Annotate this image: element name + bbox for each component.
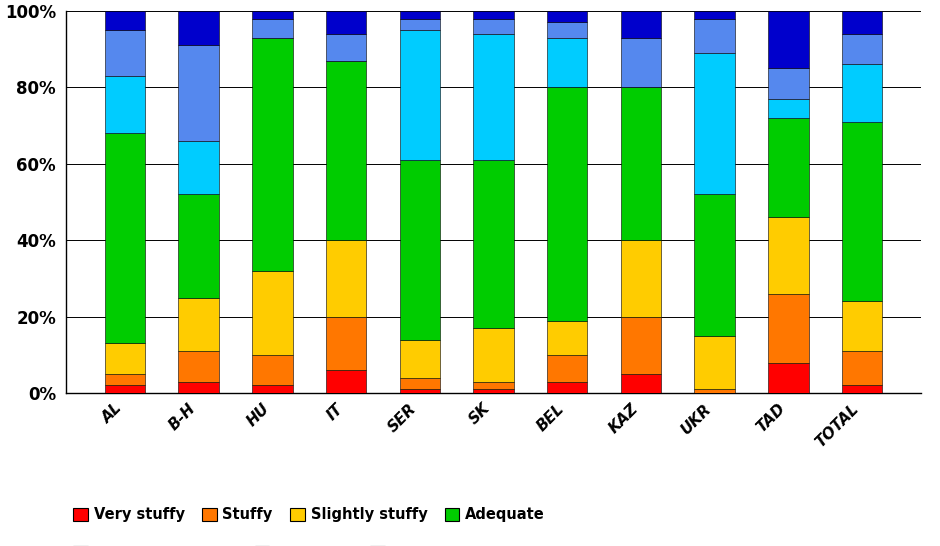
Bar — [179, 11, 219, 45]
Bar — [104, 133, 145, 343]
Bar — [695, 194, 735, 336]
Bar — [842, 351, 883, 385]
Bar — [547, 355, 588, 382]
Bar — [842, 385, 883, 393]
Bar — [695, 19, 735, 53]
Bar — [768, 118, 808, 217]
Bar — [104, 385, 145, 393]
Bar — [547, 22, 588, 38]
Bar — [768, 68, 808, 99]
Bar — [473, 34, 514, 160]
Bar — [547, 321, 588, 355]
Bar — [104, 343, 145, 374]
Bar — [400, 11, 440, 19]
Bar — [179, 194, 219, 298]
Bar — [400, 30, 440, 160]
Bar — [547, 382, 588, 393]
Bar — [104, 374, 145, 385]
Bar — [252, 11, 292, 19]
Bar — [768, 217, 808, 294]
Bar — [768, 11, 808, 68]
Bar — [473, 19, 514, 34]
Bar — [326, 240, 367, 317]
Bar — [695, 336, 735, 389]
Bar — [547, 87, 588, 321]
Bar — [768, 99, 808, 118]
Bar — [179, 45, 219, 141]
Bar — [473, 382, 514, 389]
Bar — [620, 374, 661, 393]
Bar — [179, 298, 219, 351]
Bar — [326, 11, 367, 34]
Bar — [179, 141, 219, 194]
Bar — [842, 301, 883, 351]
Bar — [842, 122, 883, 301]
Bar — [326, 370, 367, 393]
Bar — [842, 11, 883, 34]
Bar — [620, 11, 661, 38]
Bar — [326, 34, 367, 61]
Bar — [695, 53, 735, 194]
Bar — [400, 378, 440, 389]
Bar — [104, 76, 145, 133]
Bar — [473, 160, 514, 328]
Bar — [179, 351, 219, 382]
Bar — [400, 389, 440, 393]
Bar — [252, 271, 292, 355]
Bar — [473, 11, 514, 19]
Bar — [400, 19, 440, 30]
Bar — [400, 160, 440, 340]
Bar — [842, 34, 883, 64]
Bar — [842, 64, 883, 122]
Bar — [473, 389, 514, 393]
Bar — [326, 61, 367, 240]
Bar — [326, 317, 367, 370]
Bar — [252, 355, 292, 385]
Bar — [620, 87, 661, 240]
Bar — [400, 340, 440, 378]
Bar — [473, 328, 514, 382]
Bar — [620, 240, 661, 317]
Bar — [768, 294, 808, 363]
Bar — [252, 38, 292, 271]
Bar — [620, 38, 661, 87]
Bar — [768, 363, 808, 393]
Bar — [252, 385, 292, 393]
Bar — [547, 38, 588, 87]
Bar — [252, 19, 292, 38]
Bar — [104, 11, 145, 30]
Bar — [695, 389, 735, 393]
Bar — [179, 382, 219, 393]
Bar — [547, 11, 588, 22]
Bar — [620, 317, 661, 374]
Bar — [695, 11, 735, 19]
Bar — [104, 30, 145, 76]
